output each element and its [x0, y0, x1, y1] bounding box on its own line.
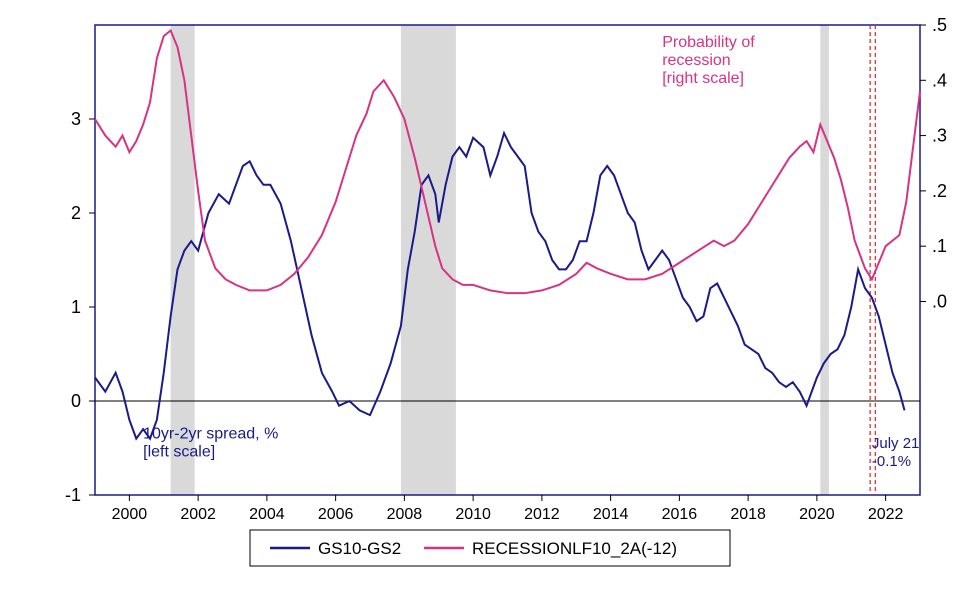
- annotation: Probability of: [662, 34, 755, 51]
- annotation: recession: [662, 52, 730, 69]
- plot-border: [95, 25, 920, 495]
- annotation: -0.1%: [872, 453, 911, 470]
- yl-tick-label: 3: [71, 109, 81, 129]
- recession-band: [820, 25, 829, 495]
- x-tick-label: 2010: [455, 506, 491, 523]
- recession-band: [171, 25, 195, 495]
- legend-label: RECESSIONLF10_2A(-12): [472, 539, 677, 558]
- yr-tick-label: .4: [932, 70, 947, 90]
- spread-line: [95, 133, 905, 439]
- yr-tick-label: .5: [932, 15, 947, 35]
- legend-label: GS10-GS2: [318, 539, 401, 558]
- x-tick-label: 2016: [662, 506, 698, 523]
- x-tick-label: 2014: [593, 506, 629, 523]
- x-tick-label: 2018: [730, 506, 766, 523]
- annotation: July 21: [872, 435, 920, 452]
- yl-tick-label: 1: [71, 297, 81, 317]
- x-tick-label: 2000: [112, 506, 148, 523]
- yr-tick-label: .0: [932, 291, 947, 311]
- yr-tick-label: .1: [932, 236, 947, 256]
- x-tick-label: 2012: [524, 506, 560, 523]
- x-tick-label: 2004: [249, 506, 285, 523]
- x-tick-label: 2002: [180, 506, 216, 523]
- chart-container: 2000 2002 2004 2006 2008 2010 2012 2014 2016 2018…: [0, 0, 979, 590]
- yr-tick-label: .2: [932, 181, 947, 201]
- x-tick-label: 2006: [318, 506, 354, 523]
- yl-tick-label: 2: [71, 203, 81, 223]
- annotation: 10yr-2yr spread, %: [143, 426, 278, 443]
- x-tick-label: 2022: [868, 506, 904, 523]
- annotation: [left scale]: [143, 444, 215, 461]
- x-tick-label: 2008: [387, 506, 423, 523]
- yl-tick-label: -1: [65, 485, 81, 505]
- x-tick-label: 2020: [799, 506, 835, 523]
- yl-tick-label: 0: [71, 391, 81, 411]
- annotation: [right scale]: [662, 70, 744, 87]
- prob-line: [95, 31, 920, 294]
- chart-svg: 2000 2002 2004 2006 2008 2010 2012 2014 2016 2018…: [0, 0, 979, 590]
- yr-tick-label: .3: [932, 126, 947, 146]
